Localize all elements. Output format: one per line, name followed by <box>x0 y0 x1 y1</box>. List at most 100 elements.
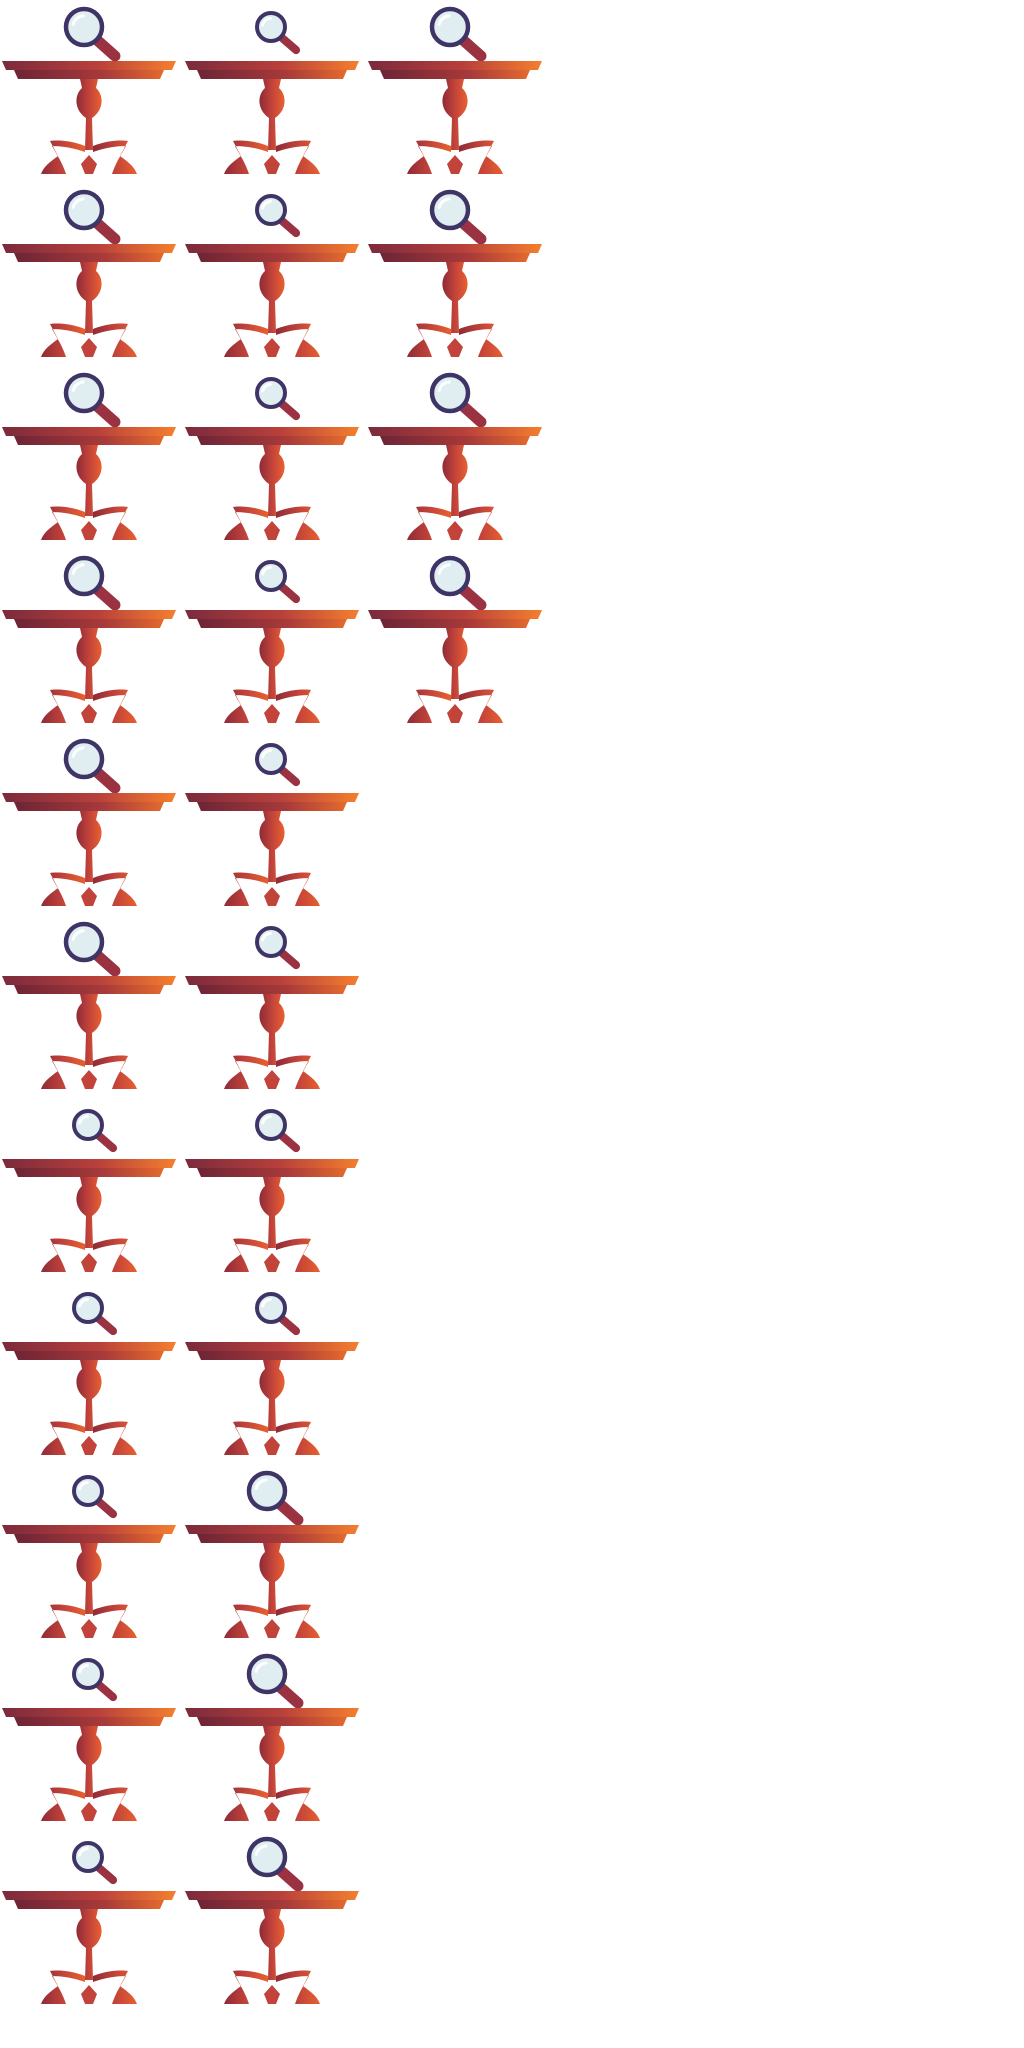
table-foot-left <box>41 1421 85 1455</box>
table-top <box>2 793 176 802</box>
magnifier-table-icon <box>2 6 176 174</box>
sprite-frame <box>183 915 366 1098</box>
table-pedestal <box>76 445 102 516</box>
magnifier-icon <box>72 1292 118 1336</box>
table-apron <box>14 1534 164 1543</box>
table-foot-left <box>41 506 85 540</box>
magnifier-handle <box>457 217 487 245</box>
magnifier-table-icon <box>2 1292 176 1455</box>
table-pedestal <box>442 445 468 516</box>
magnifier-handle <box>94 1131 118 1153</box>
lens-highlight <box>261 16 272 27</box>
table-foot-center <box>447 521 463 540</box>
table-pedestal <box>259 1360 285 1431</box>
lens-highlight <box>254 1478 268 1490</box>
sprite-frame <box>0 915 183 1098</box>
magnifier-icon <box>246 1836 304 1892</box>
table-pedestal <box>76 1177 102 1248</box>
lens-highlight <box>261 748 272 759</box>
table-foot-right <box>93 872 137 906</box>
magnifier-icon <box>429 372 487 428</box>
magnifier-table-icon <box>185 377 359 540</box>
lens-highlight <box>71 929 85 941</box>
table-foot-center <box>447 704 463 723</box>
table-pedestal <box>76 628 102 699</box>
sprite-frame <box>0 1830 183 2013</box>
table-apron <box>197 436 347 445</box>
magnifier-icon <box>429 555 487 611</box>
table-pedestal <box>76 262 102 333</box>
table-foot-right <box>459 506 503 540</box>
table-foot-right <box>276 1238 320 1272</box>
magnifier-table-icon <box>368 555 542 723</box>
table-top <box>2 1525 176 1534</box>
table-foot-left <box>41 1604 85 1638</box>
table-foot-left <box>407 323 451 357</box>
table-foot-left <box>224 1421 268 1455</box>
lens-highlight <box>261 1297 272 1308</box>
table-icon <box>2 610 176 723</box>
table-pedestal <box>259 1726 285 1797</box>
magnifier-handle <box>274 1498 304 1526</box>
table-pedestal <box>442 79 468 150</box>
magnifier-table-icon <box>185 11 359 174</box>
table-foot-center <box>264 155 280 174</box>
magnifier-table-icon <box>185 926 359 1089</box>
table-apron <box>380 619 530 628</box>
magnifier-lens <box>63 372 105 414</box>
sprite-frame <box>0 1098 183 1281</box>
table-foot-right <box>276 1421 320 1455</box>
sprite-frame <box>366 549 549 732</box>
magnifier-table-icon <box>185 194 359 357</box>
magnifier-icon <box>429 189 487 245</box>
table-foot-right <box>93 323 137 357</box>
magnifier-table-icon <box>368 6 542 174</box>
table-foot-left <box>224 1055 268 1089</box>
magnifier-lens <box>429 555 471 597</box>
table-icon <box>2 976 176 1089</box>
table-foot-right <box>459 689 503 723</box>
table-pedestal <box>76 1726 102 1797</box>
sprite-frame <box>0 1647 183 1830</box>
magnifier-table-icon <box>368 372 542 540</box>
magnifier-handle <box>94 1863 118 1885</box>
table-pedestal <box>76 1909 102 1980</box>
sprite-frame <box>183 366 366 549</box>
table-icon <box>2 1891 176 2004</box>
magnifier-table-icon <box>185 743 359 906</box>
lens-highlight <box>261 931 272 942</box>
table-icon <box>2 1708 176 1821</box>
table-foot-left <box>407 140 451 174</box>
table-pedestal <box>76 994 102 1065</box>
table-top <box>2 61 176 70</box>
magnifier-icon <box>72 1109 118 1153</box>
magnifier-icon <box>255 743 301 787</box>
table-foot-left <box>41 1787 85 1821</box>
table-pedestal <box>259 1909 285 1980</box>
table-pedestal <box>76 811 102 882</box>
table-foot-right <box>276 1604 320 1638</box>
table-foot-left <box>41 1238 85 1272</box>
lens-highlight <box>437 380 451 392</box>
table-top <box>368 427 542 436</box>
table-pedestal <box>259 262 285 333</box>
magnifier-table-icon <box>185 1836 359 2004</box>
table-foot-left <box>41 872 85 906</box>
magnifier-handle <box>457 400 487 428</box>
table-apron <box>197 1168 347 1177</box>
sprite-frame <box>366 0 549 183</box>
table-apron <box>14 619 164 628</box>
magnifier-handle <box>277 399 301 421</box>
table-pedestal <box>259 1177 285 1248</box>
table-top <box>185 244 359 253</box>
magnifier-lens <box>63 6 105 48</box>
table-top <box>368 244 542 253</box>
magnifier-handle <box>277 582 301 604</box>
magnifier-lens <box>63 189 105 231</box>
table-foot-right <box>93 1787 137 1821</box>
table-apron <box>197 253 347 262</box>
table-apron <box>14 1351 164 1360</box>
table-foot-center <box>264 1802 280 1821</box>
table-icon <box>368 427 542 540</box>
